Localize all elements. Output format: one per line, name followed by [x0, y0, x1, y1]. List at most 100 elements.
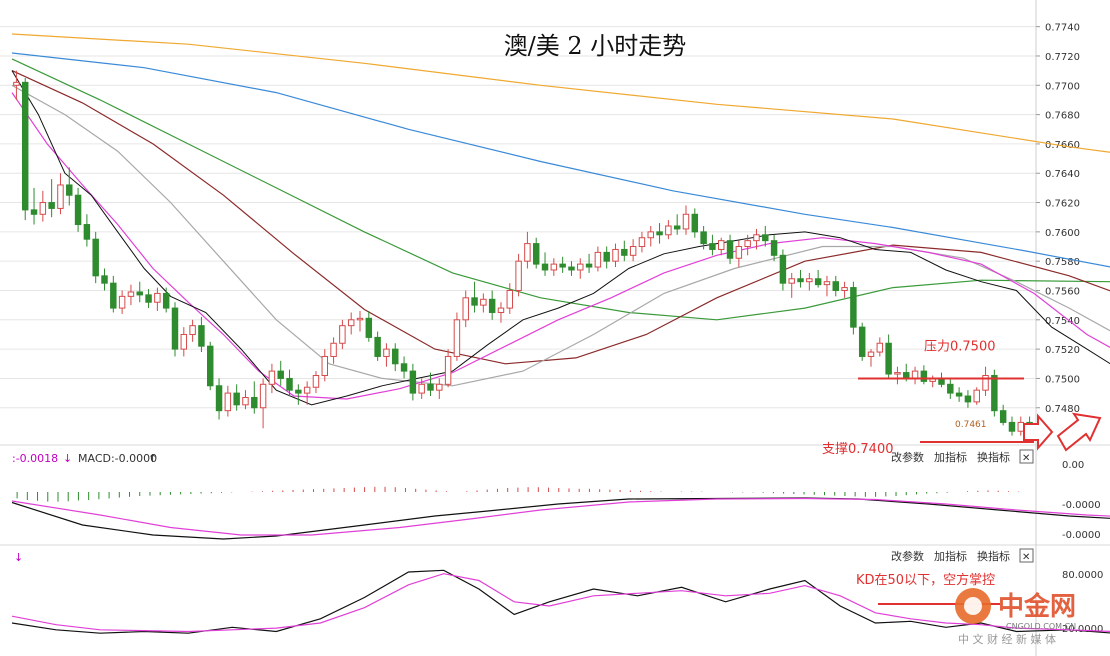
candle: [488, 290, 496, 320]
candle: [383, 343, 390, 367]
candle: [277, 360, 284, 386]
candle: [735, 240, 743, 268]
candle-body: [515, 260, 522, 291]
candle: [691, 208, 699, 238]
candle-body: [673, 225, 681, 230]
candle: [21, 77, 29, 221]
candle: [515, 253, 522, 297]
brand-site: CNGOLD.COM.CN: [1006, 622, 1076, 631]
candle-body: [330, 342, 337, 357]
candle: [347, 312, 355, 335]
price-tick-label: 0.7720: [1045, 52, 1080, 63]
candle: [682, 205, 690, 235]
price-tick-label: 0.7740: [1045, 23, 1080, 34]
candle: [911, 366, 919, 385]
candle-body: [436, 383, 443, 391]
panel-button: 改参数: [891, 450, 924, 464]
candle: [964, 390, 972, 408]
macd-tick-label: 0.00: [1062, 460, 1084, 471]
candle-body: [735, 246, 743, 259]
candle-body: [991, 375, 998, 412]
macd-value: MACD:-0.0000: [78, 452, 157, 465]
candle: [427, 372, 434, 397]
ma120-line: [11, 52, 1110, 268]
candle: [894, 366, 901, 385]
candle-body: [779, 254, 787, 284]
candle: [647, 226, 654, 247]
candle: [136, 281, 143, 303]
candle: [259, 378, 267, 429]
candle: [242, 390, 249, 410]
kd-panel: ↓ 改参数 加指标 换指标 ✕ 80.0000 20.0000 KD在50以下，空方掌控: [11, 548, 1110, 635]
candle-body: [110, 282, 117, 309]
candle-body: [48, 202, 55, 209]
candle: [1017, 416, 1025, 436]
candle: [154, 287, 161, 312]
candle-body: [74, 194, 82, 226]
panel-button: 加指标: [934, 549, 967, 563]
candle: [718, 237, 725, 256]
candle: [594, 246, 602, 272]
candle-body: [585, 263, 593, 268]
candle-body: [321, 355, 328, 377]
candle-body: [347, 319, 355, 327]
candle-body: [744, 240, 751, 248]
candle-body: [171, 307, 179, 350]
macd-dea-line: [11, 497, 1110, 536]
candle-body: [999, 410, 1007, 423]
candle-body: [66, 184, 73, 196]
price-tick-label: 0.7560: [1045, 286, 1080, 297]
candle-body: [841, 287, 848, 291]
candle: [999, 404, 1007, 426]
candle-body: [770, 240, 778, 256]
candle: [665, 220, 672, 240]
candle-body: [1017, 421, 1025, 432]
candle: [885, 334, 892, 379]
candle: [858, 322, 866, 361]
macd-tick-label: -0.0000: [1062, 530, 1101, 541]
candle: [806, 272, 813, 291]
candle: [409, 363, 417, 401]
candle-body: [471, 297, 478, 306]
macd-panel: :-0.0018 ↓ MACD:-0.0000↑ 改参数 加指标 换指标 ✕ 0.00 -0.0…: [11, 449, 1110, 541]
last-price-label: 0.7461: [955, 420, 987, 430]
candle: [955, 387, 963, 402]
candle-body: [1008, 421, 1016, 432]
candle-body: [339, 325, 346, 344]
candle: [374, 331, 381, 361]
candle-body: [718, 240, 725, 250]
candle-body: [700, 231, 707, 245]
candlesticks: [13, 70, 1033, 436]
candle: [850, 281, 857, 335]
candle: [497, 302, 505, 323]
candle: [744, 234, 751, 256]
annotations: 压力0.7500 支撑0.7400 0.7461: [822, 339, 1102, 457]
candle-body: [823, 281, 831, 286]
candle: [233, 384, 240, 411]
candle: [48, 179, 55, 218]
candle-body: [462, 297, 469, 321]
candle-body: [506, 289, 514, 309]
down-arrow-icon: ↓: [63, 452, 72, 465]
candle-body: [577, 263, 584, 271]
candle: [303, 381, 311, 405]
price-tick-label: 0.7500: [1045, 374, 1080, 385]
candle: [462, 290, 469, 328]
candle-body: [850, 287, 857, 328]
candle: [215, 378, 223, 420]
candle-body: [101, 275, 108, 284]
candle-body: [259, 383, 267, 409]
price-tick-label: 0.7620: [1045, 199, 1080, 210]
price-tick-label: 0.7640: [1045, 169, 1080, 180]
candle: [920, 365, 928, 385]
candle: [444, 349, 452, 388]
candle-body: [612, 248, 619, 262]
candle-body: [894, 372, 901, 375]
candle: [57, 173, 64, 215]
candle: [656, 223, 663, 244]
candle-body: [303, 386, 311, 394]
candle: [814, 269, 822, 288]
kd-note: KD在50以下，空方掌控: [856, 572, 995, 588]
candle-body: [224, 392, 232, 412]
candle-body: [656, 231, 663, 236]
